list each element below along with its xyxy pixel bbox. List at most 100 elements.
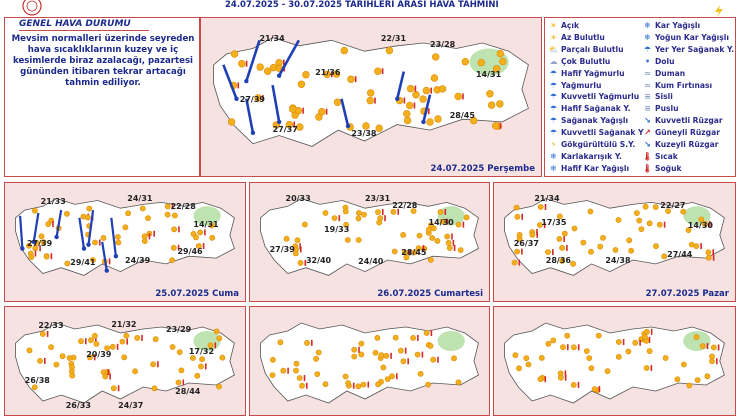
hot-thermometer-icon: [153, 230, 155, 237]
sun-icon: [385, 46, 394, 55]
sun-icon: [342, 373, 349, 380]
legend-item: ↘ Kuzeyli Rüzgar: [642, 140, 718, 149]
sun-icon: [31, 207, 38, 214]
hot-thermometer-icon: [293, 121, 295, 128]
legend-weather-icon: ≡: [644, 104, 651, 114]
legend-label: Yer Yer Sağanak Y.: [655, 44, 735, 54]
hot-thermometer-icon: [430, 87, 432, 94]
hot-thermometer-icon: [141, 334, 143, 341]
hot-thermometer-icon: [407, 358, 409, 365]
legend-weather-icon: ☂: [549, 80, 558, 90]
hot-thermometer-icon: [331, 71, 333, 78]
sun-icon: [422, 86, 431, 95]
sun-icon: [119, 338, 126, 345]
sun-icon: [600, 235, 606, 241]
country-outline: [504, 322, 725, 404]
sun-icon: [587, 208, 594, 215]
hot-thermometer-icon: [521, 213, 523, 220]
wind-arrow-head: [276, 119, 282, 125]
north-wind-arrow: [245, 39, 261, 82]
hot-thermometer-icon: [352, 382, 355, 389]
legend-item: ≡ Sisli: [642, 92, 673, 101]
legend-item: ≈ Kum Fırtınası: [642, 81, 712, 90]
sun-icon: [164, 211, 171, 218]
sun-icon: [646, 220, 653, 227]
hot-thermometer-icon: [663, 221, 666, 228]
sun-icon: [109, 343, 116, 350]
sun-icon: [195, 243, 202, 249]
sun-icon: [372, 349, 379, 356]
sun-icon: [556, 236, 563, 242]
legend-box: ☀ Açık ☀ Az Bulutlu ⛅ Parçalı Bulutlu ☁ Çok Bul…: [544, 17, 736, 177]
city-temperature-label: 17/35: [541, 217, 567, 227]
sun-icon: [571, 344, 577, 351]
legend-label: Kar Yağışlı: [655, 21, 701, 30]
sun-icon: [559, 245, 565, 251]
sun-icon: [446, 245, 453, 251]
city-temperature-label: 21/34: [259, 33, 285, 43]
sun-icon: [461, 57, 469, 66]
sun-icon: [558, 374, 564, 381]
map-svg: [250, 307, 489, 415]
legend-label: Açık: [561, 21, 580, 30]
sun-icon: [416, 232, 423, 239]
city-temperature-label: 23/29: [166, 325, 192, 334]
sun-icon: [139, 205, 146, 212]
sun-icon: [121, 354, 128, 361]
hot-thermometer-icon: [325, 108, 328, 115]
sun-icon: [437, 209, 444, 215]
hot-thermometer-icon: [567, 344, 569, 351]
sun-icon: [423, 330, 430, 336]
sun-icon: [612, 247, 619, 253]
north-wind-arrow: [245, 98, 255, 134]
sun-icon: [642, 203, 649, 210]
sun-icon: [383, 352, 390, 359]
north-wind-arrow: [101, 241, 108, 271]
hot-thermometer-icon: [444, 209, 447, 215]
sun-icon: [455, 221, 462, 228]
hot-thermometer-icon: [462, 221, 465, 228]
sun-icon: [685, 227, 692, 233]
sun-icon: [367, 89, 375, 97]
city-temperature-label: 21/34: [534, 193, 560, 203]
hot-thermometer-icon: [177, 244, 180, 251]
sun-icon: [88, 337, 94, 344]
sun-icon: [537, 376, 544, 383]
rain-area: [193, 331, 221, 351]
map-day-caption: 26.07.2025 Cumartesi: [377, 289, 483, 299]
legend-weather-icon: ☀: [549, 32, 558, 42]
hot-thermometer-icon: [108, 258, 111, 265]
sun-icon: [355, 237, 362, 243]
hot-thermometer-icon: [50, 253, 53, 260]
sun-icon: [115, 239, 122, 246]
hot-thermometer-icon: [204, 229, 206, 236]
city-temperature-label: 21/33: [40, 196, 66, 206]
city-temperature-label: 22/33: [38, 321, 64, 330]
sun-icon: [410, 334, 416, 341]
hot-thermometer-icon: [428, 108, 430, 115]
city-temperature-label: 22/31: [380, 33, 407, 43]
city-temperature-label: 21/36: [315, 67, 341, 77]
hot-thermometer-icon: [311, 339, 313, 346]
hot-thermometer-icon: [414, 85, 417, 92]
legend-weather-icon: 🌡: [642, 163, 653, 173]
sun-icon: [523, 355, 530, 362]
sun-icon: [64, 260, 71, 267]
sun-icon: [39, 330, 46, 337]
city-temperature-label: 27/39: [269, 244, 295, 254]
city-temperature-label: 27/39: [26, 238, 53, 248]
hot-thermometer-icon: [446, 218, 449, 225]
sun-icon: [374, 67, 382, 75]
sun-icon: [296, 123, 304, 131]
sun-icon: [197, 229, 203, 236]
city-temperature-label: 24/31: [127, 193, 153, 203]
sun-icon: [104, 345, 110, 351]
legend-item: ≈ Duman: [642, 69, 685, 78]
sun-icon: [376, 219, 383, 226]
hot-thermometer-icon: [404, 347, 407, 354]
sun-icon: [342, 208, 349, 215]
sun-icon: [457, 247, 464, 253]
map-panel-day1: 21/34 22/31 23/28 21/36 14/31 27/39 28/45 27/37…: [200, 17, 542, 177]
hot-thermometer-icon: [650, 365, 653, 371]
sun-icon: [412, 90, 420, 99]
